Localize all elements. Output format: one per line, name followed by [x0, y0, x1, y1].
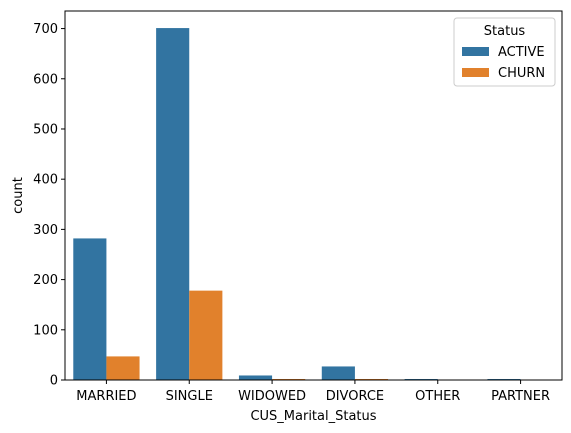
bar-active-partner: [487, 378, 521, 380]
y-tick-label: 300: [33, 223, 58, 238]
legend-swatch-active: [462, 47, 489, 56]
bar-churn-single: [189, 290, 223, 380]
bar-active-married: [73, 238, 107, 380]
x-tick-label: SINGLE: [166, 389, 213, 404]
x-tick-label: WIDOWED: [238, 389, 306, 404]
legend-label-churn: CHURN: [498, 66, 545, 81]
y-axis-ticks: 0 100 200 300 400 500 600 700: [33, 22, 65, 389]
legend-label-active: ACTIVE: [498, 45, 545, 60]
axes-frame: [64, 10, 563, 381]
legend: Status ACTIVE CHURN: [453, 17, 556, 87]
legend-items: ACTIVE CHURN: [462, 45, 545, 81]
x-axis-label: CUS_Marital_Status: [250, 409, 376, 424]
x-tick-label: PARTNER: [491, 389, 550, 404]
bar-active-single: [156, 28, 190, 380]
y-tick-label: 100: [33, 323, 58, 338]
x-tick-label: DIVORCE: [326, 389, 384, 404]
y-tick-label: 400: [33, 173, 58, 188]
bar-active-widowed: [238, 375, 273, 380]
bar-active-other: [404, 378, 438, 380]
y-tick-label: 200: [33, 273, 58, 288]
bar-churn-married: [106, 356, 140, 380]
x-axis-ticks: MARRIED SINGLE WIDOWED DIVORCE OTHER PARTNER: [76, 380, 550, 404]
y-tick-label: 500: [33, 122, 58, 137]
x-tick-label: MARRIED: [76, 389, 136, 404]
legend-title: Status: [484, 24, 526, 39]
y-tick-label: 600: [33, 72, 58, 87]
bar-churn-widowed: [272, 378, 306, 380]
y-tick-label: 700: [33, 22, 58, 37]
bar-churn-divorce: [354, 378, 389, 380]
bar-active-divorce: [321, 366, 355, 380]
x-tick-label: OTHER: [415, 389, 460, 404]
y-tick-label: 0: [50, 374, 58, 389]
legend-swatch-churn: [462, 68, 489, 77]
bars-group: [73, 28, 521, 380]
y-axis-label: count: [11, 177, 26, 214]
